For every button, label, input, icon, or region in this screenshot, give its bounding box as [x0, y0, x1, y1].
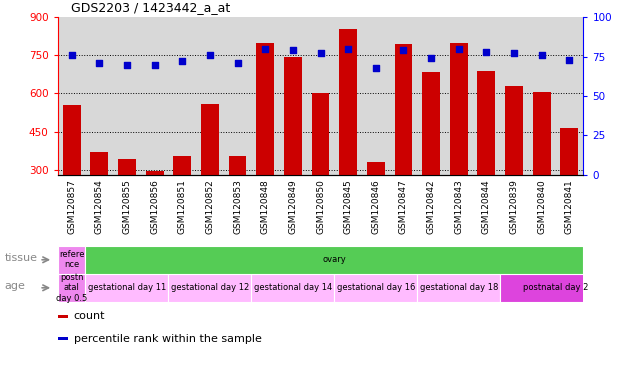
Point — [122, 61, 132, 68]
Bar — [251, 274, 335, 302]
Point — [454, 46, 464, 52]
Bar — [229, 156, 247, 175]
Text: refere
nce: refere nce — [59, 250, 84, 270]
Bar — [118, 159, 136, 175]
Text: count: count — [74, 311, 105, 321]
Bar — [169, 274, 251, 302]
Bar — [63, 105, 81, 175]
Point — [94, 60, 104, 66]
Point — [481, 49, 492, 55]
Bar — [505, 86, 523, 175]
Text: percentile rank within the sample: percentile rank within the sample — [74, 334, 262, 344]
Text: gestational day 14: gestational day 14 — [254, 283, 332, 292]
Bar — [85, 274, 169, 302]
Point — [564, 57, 574, 63]
Point — [233, 60, 243, 66]
Point — [204, 52, 215, 58]
Point — [398, 47, 408, 53]
Bar — [501, 274, 611, 302]
Text: gestational day 16: gestational day 16 — [337, 283, 415, 292]
Point — [315, 50, 326, 56]
Bar — [422, 72, 440, 175]
Point — [67, 52, 77, 58]
Bar — [58, 337, 68, 340]
Bar — [367, 162, 385, 175]
Point — [537, 52, 547, 58]
Point — [149, 61, 160, 68]
Text: gestational day 12: gestational day 12 — [171, 283, 249, 292]
Bar — [58, 246, 85, 274]
Bar — [284, 57, 302, 175]
Bar — [201, 104, 219, 175]
Text: GDS2203 / 1423442_a_at: GDS2203 / 1423442_a_at — [71, 1, 229, 14]
Point — [177, 58, 187, 65]
Bar — [312, 93, 329, 175]
Point — [260, 46, 271, 52]
Bar — [417, 274, 501, 302]
Point — [288, 47, 298, 53]
Bar — [173, 156, 191, 175]
Bar — [58, 315, 68, 318]
Bar — [335, 274, 417, 302]
Bar — [533, 92, 551, 175]
Point — [426, 55, 437, 61]
Bar — [339, 29, 357, 175]
Bar — [146, 171, 163, 175]
Text: gestational day 11: gestational day 11 — [88, 283, 166, 292]
Point — [343, 46, 353, 52]
Point — [509, 50, 519, 56]
Text: postn
atal
day 0.5: postn atal day 0.5 — [56, 273, 87, 303]
Bar — [478, 71, 495, 175]
Bar — [560, 128, 578, 175]
Point — [370, 65, 381, 71]
Text: age: age — [4, 281, 26, 291]
Text: gestational day 18: gestational day 18 — [420, 283, 498, 292]
Bar — [394, 44, 413, 175]
Bar — [256, 43, 274, 175]
Text: tissue: tissue — [4, 253, 38, 263]
Text: postnatal day 2: postnatal day 2 — [523, 283, 588, 292]
Bar — [450, 43, 468, 175]
Bar — [90, 152, 108, 175]
Bar — [58, 274, 85, 302]
Text: ovary: ovary — [322, 255, 346, 264]
